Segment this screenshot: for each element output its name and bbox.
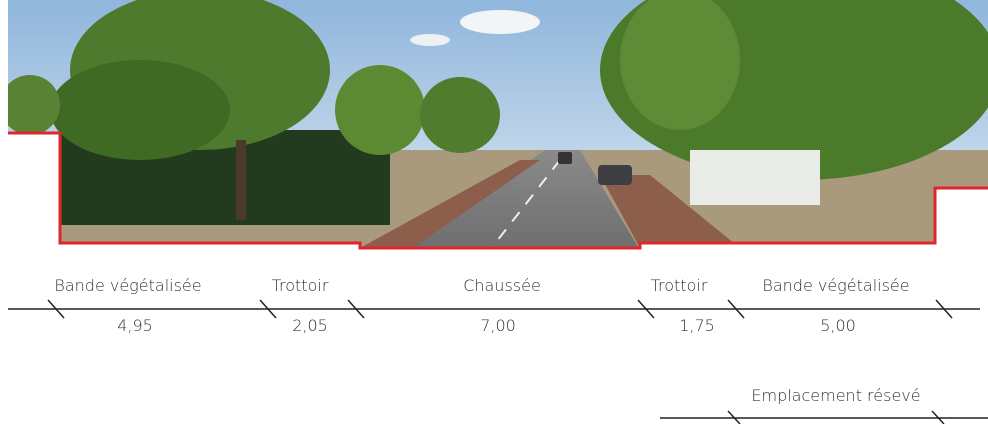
section-label: Bande végétalisée — [54, 276, 201, 295]
section-width: 4,95 — [117, 316, 153, 335]
cross-section: Bande végétalisée Trottoir Chaussée Trot… — [0, 0, 988, 424]
section-width: 2,05 — [292, 316, 328, 335]
section-width: 1,75 — [679, 316, 715, 335]
street-photo — [0, 0, 988, 250]
section-label: Trottoir — [272, 276, 329, 295]
reserved-line — [660, 411, 988, 424]
section-width: 7,00 — [480, 316, 516, 335]
section-width: 5,00 — [820, 316, 856, 335]
section-label: Bande végétalisée — [762, 276, 909, 295]
section-label: Trottoir — [651, 276, 708, 295]
reserved-label: Emplacement résevé — [751, 386, 920, 405]
section-labels: Bande végétalisée Trottoir Chaussée Trot… — [54, 276, 909, 295]
section-label: Chaussée — [463, 276, 541, 295]
section-widths: 4,95 2,05 7,00 1,75 5,00 — [117, 316, 856, 335]
